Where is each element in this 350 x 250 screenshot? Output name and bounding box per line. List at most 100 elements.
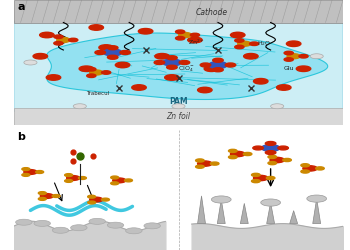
Circle shape <box>88 195 96 198</box>
Circle shape <box>89 25 104 30</box>
Circle shape <box>40 194 54 198</box>
Circle shape <box>71 225 87 231</box>
Circle shape <box>271 104 284 109</box>
Circle shape <box>196 165 204 168</box>
Circle shape <box>209 62 227 68</box>
Circle shape <box>210 162 219 165</box>
Circle shape <box>198 161 212 166</box>
Circle shape <box>138 28 153 34</box>
Text: Zn foil: Zn foil <box>167 112 190 121</box>
Circle shape <box>24 170 37 174</box>
Circle shape <box>198 87 212 93</box>
Circle shape <box>283 158 291 162</box>
Circle shape <box>52 227 69 233</box>
Circle shape <box>284 51 293 55</box>
Circle shape <box>252 173 260 176</box>
Circle shape <box>79 66 93 71</box>
Circle shape <box>299 54 308 58</box>
Circle shape <box>188 37 202 43</box>
Text: ClO$_4^-$: ClO$_4^-$ <box>178 64 196 74</box>
Polygon shape <box>217 200 225 224</box>
Circle shape <box>253 146 264 150</box>
Text: PAM: PAM <box>169 97 188 106</box>
Polygon shape <box>313 198 321 224</box>
Circle shape <box>66 176 80 180</box>
Circle shape <box>244 54 258 59</box>
Circle shape <box>163 59 181 66</box>
Circle shape <box>200 63 211 67</box>
Circle shape <box>270 157 285 163</box>
Circle shape <box>155 54 169 59</box>
Circle shape <box>102 71 111 74</box>
Circle shape <box>229 156 237 159</box>
Text: H$_2$O: H$_2$O <box>258 39 272 48</box>
Text: Zn$^{2+}$: Zn$^{2+}$ <box>188 38 205 47</box>
Circle shape <box>229 149 237 152</box>
Circle shape <box>89 218 105 224</box>
Circle shape <box>265 151 276 154</box>
Circle shape <box>268 155 277 158</box>
Circle shape <box>307 195 327 202</box>
Circle shape <box>303 166 317 171</box>
Circle shape <box>301 164 309 167</box>
Text: b: b <box>17 132 25 142</box>
Text: Trabecul: Trabecul <box>86 91 110 96</box>
Circle shape <box>231 151 245 157</box>
Circle shape <box>211 196 231 203</box>
Circle shape <box>69 38 78 42</box>
Circle shape <box>278 146 288 150</box>
Circle shape <box>167 65 177 69</box>
Circle shape <box>144 223 160 229</box>
Point <box>77 154 83 158</box>
Circle shape <box>40 32 54 38</box>
FancyBboxPatch shape <box>14 20 343 112</box>
Circle shape <box>268 162 277 165</box>
Circle shape <box>176 36 185 40</box>
Circle shape <box>88 201 96 204</box>
Circle shape <box>253 78 268 84</box>
Circle shape <box>310 54 323 59</box>
Circle shape <box>95 50 105 54</box>
Circle shape <box>286 41 301 46</box>
Polygon shape <box>267 202 274 224</box>
Circle shape <box>179 60 190 64</box>
Circle shape <box>213 68 223 72</box>
Circle shape <box>176 30 185 34</box>
Circle shape <box>261 145 280 151</box>
Circle shape <box>73 104 86 109</box>
Circle shape <box>78 176 86 180</box>
Circle shape <box>252 180 260 183</box>
Circle shape <box>120 50 131 54</box>
Circle shape <box>107 55 118 59</box>
Circle shape <box>87 74 96 78</box>
Circle shape <box>172 104 185 109</box>
Circle shape <box>113 178 126 183</box>
Point <box>70 150 76 154</box>
Circle shape <box>287 54 300 59</box>
Point <box>90 154 96 158</box>
Circle shape <box>132 85 146 90</box>
Circle shape <box>34 220 50 226</box>
Circle shape <box>301 170 309 173</box>
Circle shape <box>266 176 275 180</box>
Circle shape <box>250 42 259 45</box>
FancyBboxPatch shape <box>14 108 343 125</box>
Circle shape <box>116 62 130 68</box>
Circle shape <box>33 54 48 59</box>
Circle shape <box>22 168 30 170</box>
Circle shape <box>22 174 30 176</box>
Circle shape <box>65 180 72 182</box>
Circle shape <box>107 46 118 50</box>
Circle shape <box>54 35 63 38</box>
Circle shape <box>167 56 177 60</box>
Circle shape <box>261 199 280 206</box>
Polygon shape <box>240 204 248 224</box>
Polygon shape <box>198 196 205 224</box>
Circle shape <box>104 49 122 56</box>
Circle shape <box>57 38 70 43</box>
Circle shape <box>265 142 276 145</box>
Text: Glu: Glu <box>284 66 294 71</box>
Circle shape <box>38 198 46 200</box>
Text: Cathode: Cathode <box>195 8 228 17</box>
Circle shape <box>196 159 204 162</box>
